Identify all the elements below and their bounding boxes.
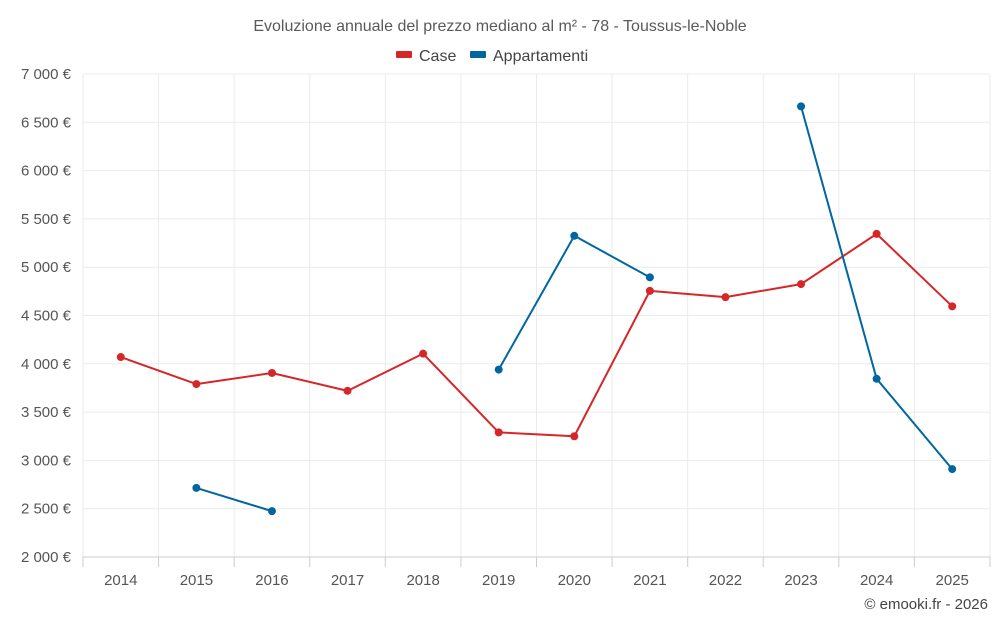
x-tick-label: 2024	[860, 572, 893, 589]
data-point-appartamenti-2016[interactable]	[267, 507, 276, 516]
series-line-appartamenti	[196, 486, 273, 513]
credit-text: © emooki.fr - 2026	[864, 596, 988, 613]
data-point-case-2017[interactable]	[343, 386, 352, 395]
series-line-case	[120, 232, 953, 438]
data-point-case-2021[interactable]	[645, 286, 654, 295]
legend-label-case: Case	[419, 48, 456, 65]
x-tick-label: 2014	[104, 572, 137, 589]
data-point-case-2019[interactable]	[494, 428, 503, 437]
x-tick-label: 2022	[709, 572, 742, 589]
data-point-case-2014[interactable]	[116, 353, 125, 362]
data-point-appartamenti-2025[interactable]	[948, 465, 957, 474]
legend-item-appartamenti[interactable]: Appartamenti	[470, 48, 588, 65]
x-tick-label: 2025	[936, 572, 969, 589]
data-point-appartamenti-2021[interactable]	[645, 273, 654, 282]
data-point-case-2022[interactable]	[721, 293, 730, 302]
data-point-case-2025[interactable]	[948, 302, 957, 311]
x-tick-label: 2019	[482, 572, 515, 589]
data-point-appartamenti-2024[interactable]	[872, 374, 881, 383]
series-lines	[120, 106, 953, 513]
x-axis: 2014 2015 2016 2017 2018 2019 2020 2021 2022 2023…	[82, 556, 991, 589]
legend-label-appartamenti: Appartamenti	[493, 48, 588, 65]
data-point-case-2024[interactable]	[872, 229, 881, 238]
y-tick-label: 4 000 €	[21, 356, 72, 373]
x-tick-label: 2018	[406, 572, 439, 589]
series-points	[116, 102, 957, 516]
data-point-case-2016[interactable]	[267, 368, 276, 377]
data-point-case-2023[interactable]	[797, 280, 806, 289]
data-point-appartamenti-2019[interactable]	[494, 365, 503, 374]
data-point-appartamenti-2015[interactable]	[192, 483, 201, 492]
data-point-case-2020[interactable]	[570, 432, 579, 441]
x-tick-label: 2015	[180, 572, 213, 589]
x-tick-label: 2017	[331, 572, 364, 589]
y-tick-label: 2 500 €	[21, 501, 72, 518]
y-tick-label: 6 000 €	[21, 163, 72, 180]
y-tick-label: 3 500 €	[21, 404, 72, 421]
y-tick-label: 5 500 €	[21, 211, 72, 228]
data-point-appartamenti-2023[interactable]	[797, 102, 806, 111]
y-tick-label: 7 000 €	[21, 66, 72, 83]
chart-title: Evoluzione annuale del prezzo mediano al…	[253, 18, 746, 35]
y-axis: 2 000 € 2 500 € 3 000 € 3 500 € 4 000 € 4 500…	[21, 66, 72, 566]
legend-swatch-case	[396, 51, 412, 58]
x-tick-label: 2021	[633, 572, 666, 589]
x-tick-label: 2023	[784, 572, 817, 589]
y-tick-label: 3 000 €	[21, 452, 72, 469]
y-tick-label: 4 500 €	[21, 308, 72, 325]
series-line-appartamenti	[800, 106, 953, 470]
y-tick-label: 6 500 €	[21, 114, 72, 131]
data-point-case-2015[interactable]	[192, 380, 201, 389]
y-tick-label: 5 000 €	[21, 259, 72, 276]
legend-swatch-appartamenti	[470, 51, 486, 58]
series-line-appartamenti	[497, 234, 651, 371]
legend-item-case[interactable]: Case	[396, 48, 456, 65]
data-point-appartamenti-2020[interactable]	[570, 231, 579, 240]
legend: Case Appartamenti	[396, 48, 588, 65]
x-tick-label: 2016	[255, 572, 288, 589]
y-tick-label: 2 000 €	[21, 549, 72, 566]
x-tick-label: 2020	[558, 572, 591, 589]
data-point-case-2018[interactable]	[419, 349, 428, 358]
gridlines	[82, 73, 991, 558]
